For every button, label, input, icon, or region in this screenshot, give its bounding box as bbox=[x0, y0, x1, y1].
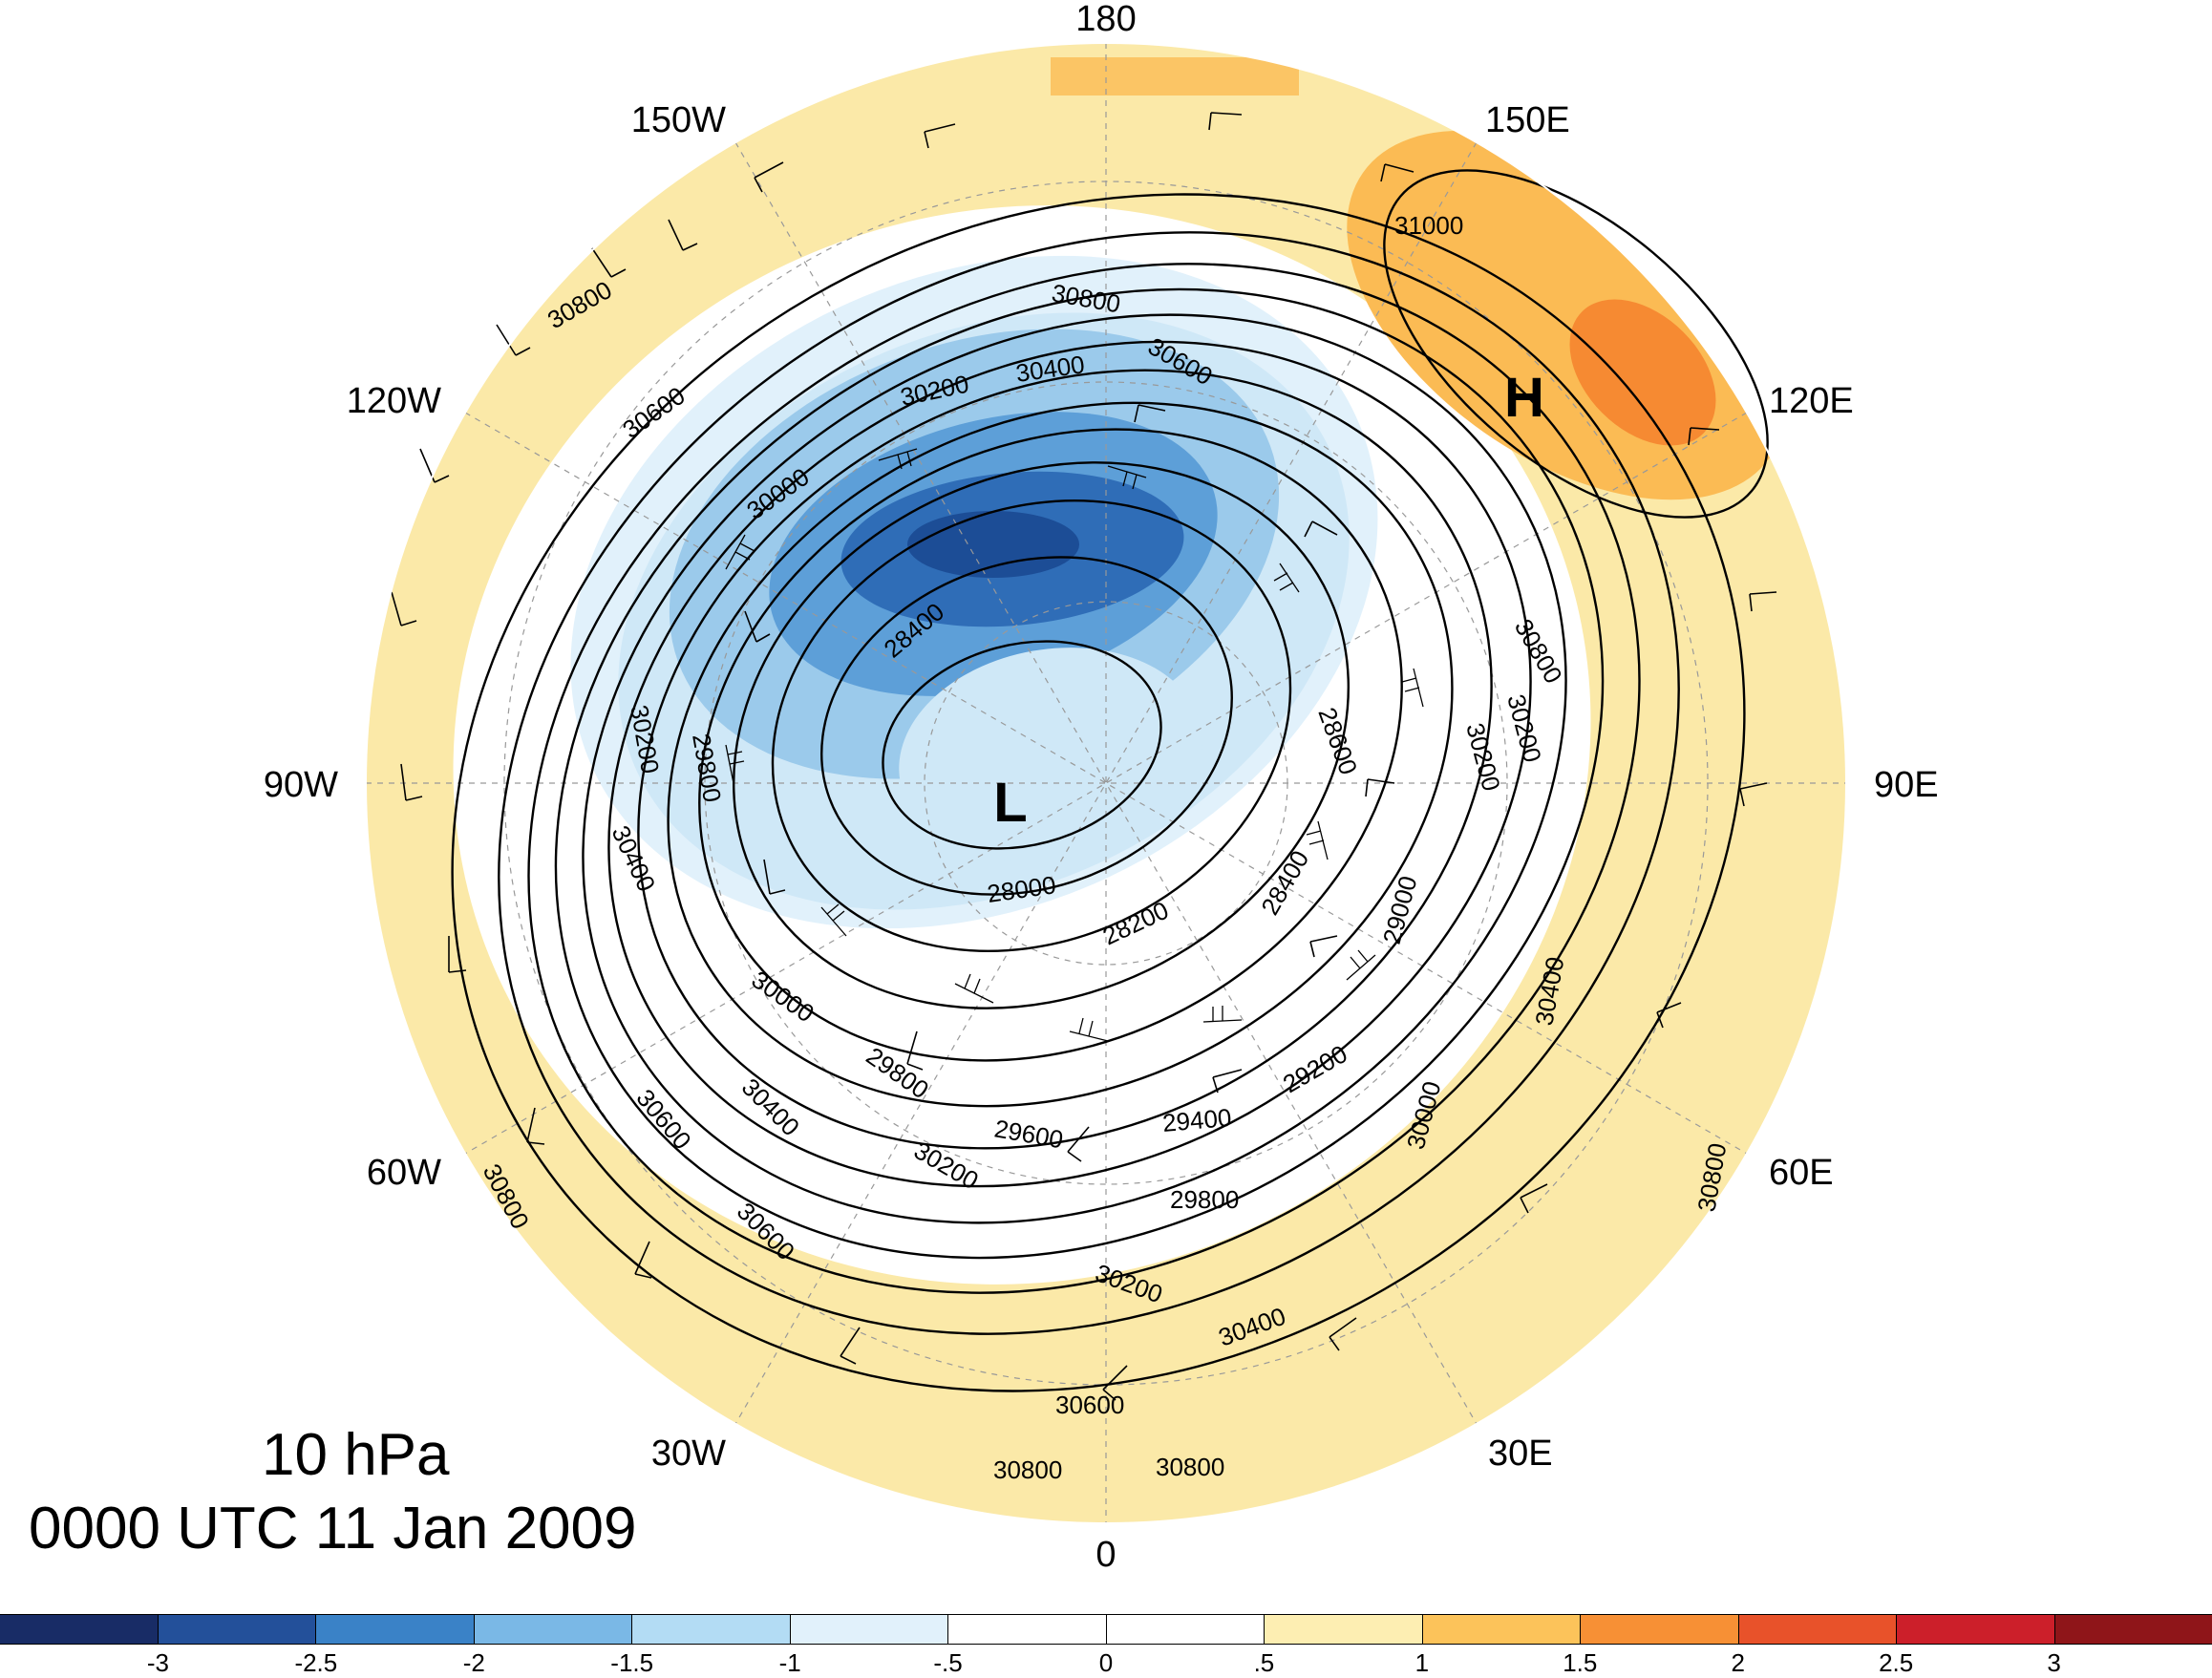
colorbar-cell bbox=[791, 1615, 949, 1644]
colorbar-cell bbox=[1423, 1615, 1582, 1644]
pressure-level-title: 10 hPa bbox=[262, 1421, 450, 1489]
colorbar-tick-label: -2 bbox=[463, 1648, 485, 1678]
colorbar-tick-label: -1 bbox=[779, 1648, 801, 1678]
lon-label-150w: 150W bbox=[631, 100, 726, 140]
colorbar-tick-label: 2 bbox=[1731, 1648, 1744, 1678]
colorbar-cell bbox=[1739, 1615, 1898, 1644]
contour-label: 30800 bbox=[993, 1455, 1062, 1484]
lon-label-30e: 30E bbox=[1488, 1434, 1553, 1474]
lon-label-90w: 90W bbox=[264, 765, 338, 805]
colorbar-cell bbox=[1107, 1615, 1266, 1644]
colorbar-cell bbox=[632, 1615, 791, 1644]
colorbar-tick-label: -2.5 bbox=[294, 1648, 337, 1678]
high-center-label: H bbox=[1504, 367, 1544, 429]
colorbar-tick-label: 2.5 bbox=[1879, 1648, 1913, 1678]
colorbar-tick-label: -.5 bbox=[933, 1648, 962, 1678]
colorbar bbox=[0, 1614, 2212, 1645]
colorbar-cell bbox=[1897, 1615, 2055, 1644]
colorbar-tick-label: 0 bbox=[1099, 1648, 1113, 1678]
lon-label-150e: 150E bbox=[1485, 100, 1570, 140]
colorbar-tick-label: 3 bbox=[2047, 1648, 2060, 1678]
contour-label: 29800 bbox=[1170, 1185, 1239, 1214]
contour-label: 29400 bbox=[1161, 1103, 1233, 1137]
contour-label: 30600 bbox=[1055, 1391, 1124, 1419]
contour-label: 31000 bbox=[1394, 211, 1463, 240]
shade-darkest-blue bbox=[907, 511, 1079, 578]
lon-label-60e: 60E bbox=[1769, 1153, 1834, 1193]
lon-label-120e: 120E bbox=[1769, 381, 1854, 421]
colorbar-tick-label: 1 bbox=[1415, 1648, 1429, 1678]
lon-label-60w: 60W bbox=[367, 1153, 441, 1193]
colorbar-cell bbox=[0, 1615, 159, 1644]
colorbar-cell bbox=[2055, 1615, 2212, 1644]
lon-label-30w: 30W bbox=[651, 1434, 726, 1474]
map-canvas: 180 150E 120E 90E 60E 30E 0 30W 60W 90W … bbox=[0, 0, 2212, 1614]
colorbar-cell bbox=[475, 1615, 633, 1644]
colorbar-cell bbox=[948, 1615, 1107, 1644]
colorbar-tick-label: 1.5 bbox=[1563, 1648, 1597, 1678]
low-center-label: L bbox=[993, 772, 1027, 834]
contour-label: 30800 bbox=[1156, 1453, 1224, 1481]
colorbar-tick-label: -3 bbox=[147, 1648, 169, 1678]
shade-orange-top bbox=[1051, 57, 1299, 96]
colorbar-cell bbox=[1581, 1615, 1739, 1644]
colorbar-cell bbox=[159, 1615, 317, 1644]
lon-label-90e: 90E bbox=[1874, 765, 1939, 805]
lon-label-0: 0 bbox=[1095, 1535, 1116, 1575]
colorbar-cell bbox=[1265, 1615, 1423, 1644]
lon-label-180: 180 bbox=[1075, 0, 1136, 39]
valid-time-title: 0000 UTC 11 Jan 2009 bbox=[29, 1495, 637, 1562]
colorbar-tick-label: -1.5 bbox=[610, 1648, 653, 1678]
lon-label-120w: 120W bbox=[347, 381, 441, 421]
colorbar-tick-label: .5 bbox=[1254, 1648, 1275, 1678]
colorbar-cell bbox=[316, 1615, 475, 1644]
